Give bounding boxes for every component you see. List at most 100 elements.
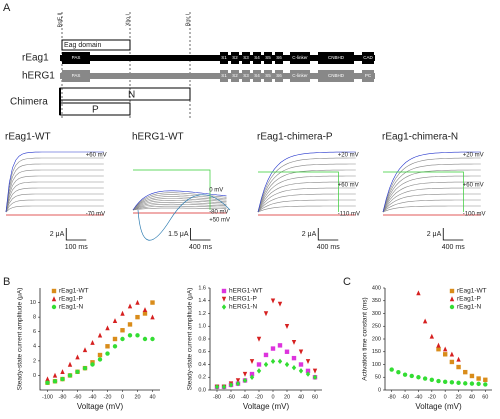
y-tick-label: 0.0 <box>198 387 206 393</box>
domain-label: S4 <box>254 73 260 78</box>
x-tick-label: -20 <box>255 394 263 400</box>
point <box>120 328 125 333</box>
point <box>483 377 488 382</box>
domain-label: S3 <box>243 73 249 78</box>
legend-marker <box>221 304 227 310</box>
domain <box>220 70 228 82</box>
point <box>442 352 448 357</box>
trace <box>5 187 104 213</box>
point <box>422 376 428 381</box>
domain <box>318 70 354 82</box>
trace <box>257 169 356 213</box>
point <box>409 373 414 379</box>
x-tick-label: -100 <box>42 394 53 400</box>
point <box>45 376 50 382</box>
domain <box>275 70 283 82</box>
x-tick-label: 40 <box>469 394 475 400</box>
point <box>277 301 283 307</box>
trace <box>132 205 227 211</box>
trace <box>132 200 227 211</box>
site-label: BstE II <box>57 13 63 28</box>
row-label: hERG1 <box>22 71 55 82</box>
point <box>112 344 118 349</box>
point <box>90 362 95 367</box>
point <box>67 373 73 378</box>
point <box>270 346 276 351</box>
x-axis-label: Voltage (mV) <box>77 402 124 411</box>
trace <box>382 157 481 213</box>
point <box>242 377 248 384</box>
chimera-n: N <box>128 90 135 101</box>
legend-label: rEag1-N <box>59 304 84 311</box>
point <box>249 374 255 380</box>
trace <box>5 199 104 213</box>
point <box>142 311 148 316</box>
y-tick-label: 2 <box>33 358 36 364</box>
trace-label: -110 mV <box>338 212 360 218</box>
trace-label: +60 mV <box>86 153 107 159</box>
scale-label: 100 ms <box>65 244 88 251</box>
point <box>52 372 58 378</box>
trace <box>132 190 227 211</box>
domain-label: PAS <box>72 73 81 78</box>
point <box>422 318 428 324</box>
domain-label: PC <box>365 73 372 78</box>
trace-label: -80 mV <box>209 210 228 216</box>
domain <box>290 52 310 64</box>
trace <box>132 207 227 211</box>
axis <box>39 288 160 391</box>
point <box>429 333 435 339</box>
point <box>249 371 255 377</box>
domain <box>242 70 250 82</box>
point <box>235 380 241 387</box>
domain <box>62 52 90 64</box>
scale-bar <box>190 228 211 241</box>
y-tick-label: 0.8 <box>198 336 206 342</box>
y-tick-label: 150 <box>372 349 381 355</box>
trace <box>5 151 104 213</box>
scale-bar <box>317 228 339 241</box>
point <box>456 364 461 370</box>
trace <box>257 187 356 213</box>
trace <box>258 171 339 212</box>
point <box>429 377 435 382</box>
point <box>214 384 220 390</box>
x-tick-label: -80 <box>213 394 221 400</box>
point <box>442 379 448 385</box>
y-tick-label: 0 <box>378 387 381 393</box>
y-tick-label: 50 <box>375 375 381 381</box>
legend-marker <box>51 304 57 310</box>
gene-bar <box>60 55 375 61</box>
y-tick-label: 400 <box>372 285 381 291</box>
trace <box>133 169 211 210</box>
x-tick-label: -20 <box>104 394 112 400</box>
legend-label: hERG1-N <box>229 304 257 311</box>
trace <box>5 193 104 213</box>
x-tick-label: -40 <box>89 394 97 400</box>
trace-label: -100 mV <box>463 212 486 218</box>
point <box>90 339 95 345</box>
trace <box>257 199 356 213</box>
trace <box>5 169 104 213</box>
x-tick-label: 20 <box>284 394 290 400</box>
eag-domain: Eag domain <box>64 42 101 49</box>
domain <box>264 52 272 64</box>
point <box>270 298 276 304</box>
scale-label: 400 ms <box>442 244 465 251</box>
domain <box>231 52 239 64</box>
point <box>127 322 133 327</box>
legend-label: rEag1-WT <box>457 288 487 295</box>
point <box>298 349 304 355</box>
point <box>469 373 475 379</box>
point <box>242 371 248 377</box>
point <box>112 336 118 342</box>
point <box>463 369 468 375</box>
x-tick-label: -20 <box>428 394 436 400</box>
point <box>396 369 401 375</box>
domain-label: S6 <box>276 55 282 60</box>
point <box>150 314 155 320</box>
point <box>60 369 65 374</box>
x-tick-label: 0 <box>444 394 447 400</box>
legend-label: rEag1-WT <box>59 288 89 295</box>
